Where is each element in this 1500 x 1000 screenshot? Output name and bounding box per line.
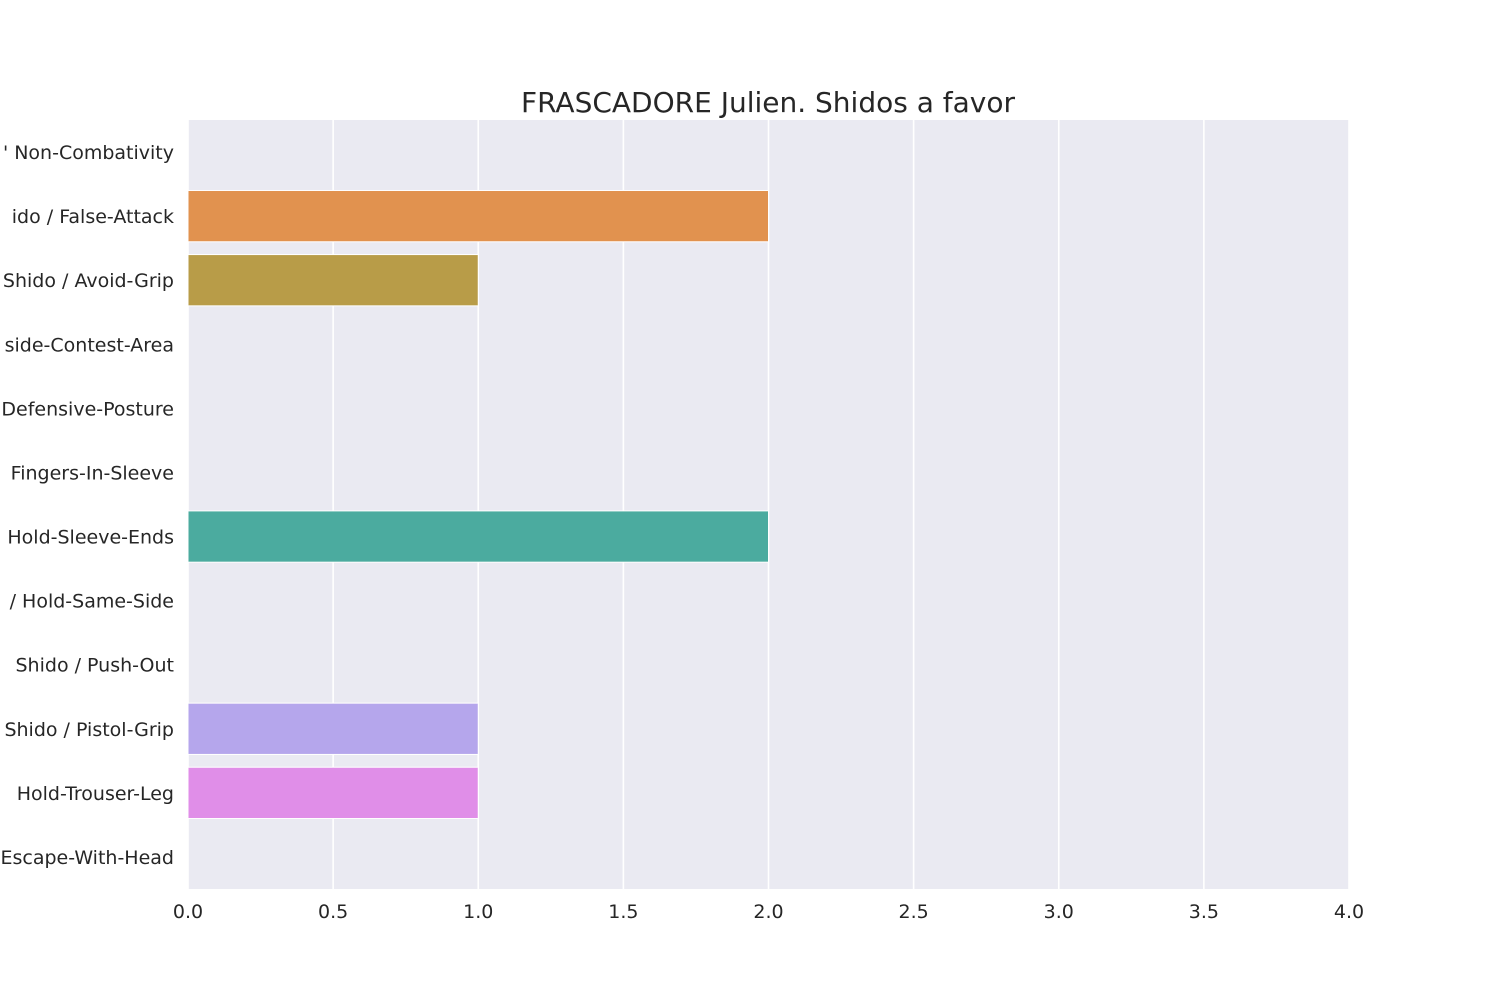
x-tick-label: 4.0 (1334, 901, 1364, 923)
x-tick-label: 3.0 (1044, 901, 1074, 923)
bar (187, 766, 479, 820)
x-tick-label: 0.0 (173, 901, 203, 923)
y-category-label: side-Contest-Area (5, 334, 174, 356)
x-tick-label: 2.5 (899, 901, 929, 923)
y-category-label: Shido / Avoid-Grip (3, 270, 174, 292)
bar (187, 702, 479, 755)
bar (187, 510, 769, 563)
x-axis-ticks: 0.0 0.5 1.0 1.5 2.0 2.5 3.0 3.5 4.0 (173, 901, 1364, 923)
x-tick-label: 2.0 (753, 901, 783, 923)
bar (187, 189, 769, 243)
y-category-label: Defensive-Posture (1, 398, 174, 420)
x-tick-label: 3.5 (1189, 901, 1219, 923)
x-tick-label: 0.5 (318, 901, 348, 923)
bar (187, 254, 479, 307)
y-category-label: ido / False-Attack (12, 206, 174, 228)
y-category-label: Fingers-In-Sleeve (11, 462, 174, 484)
y-category-label: / Hold-Same-Side (10, 591, 174, 613)
y-category-label: Shido / Push-Out (16, 655, 175, 677)
x-tick-label: 1.0 (463, 901, 493, 923)
bars (187, 189, 769, 820)
y-category-label: ' Non-Combativity (3, 142, 174, 164)
y-axis-labels: ' Non-Combativity ido / False-Attack Shido… (0, 142, 174, 869)
chart-title: FRASCADORE Julien. Shidos a favor (521, 86, 1016, 119)
y-category-label: Shido / Pistol-Grip (4, 719, 174, 741)
y-category-label: Hold-Sleeve-Ends (7, 527, 174, 549)
y-category-label: Hold-Trouser-Leg (17, 783, 174, 805)
x-tick-label: 1.5 (608, 901, 638, 923)
grid-lines (187, 120, 1350, 889)
y-category-label: Escape-With-Head (0, 847, 174, 869)
